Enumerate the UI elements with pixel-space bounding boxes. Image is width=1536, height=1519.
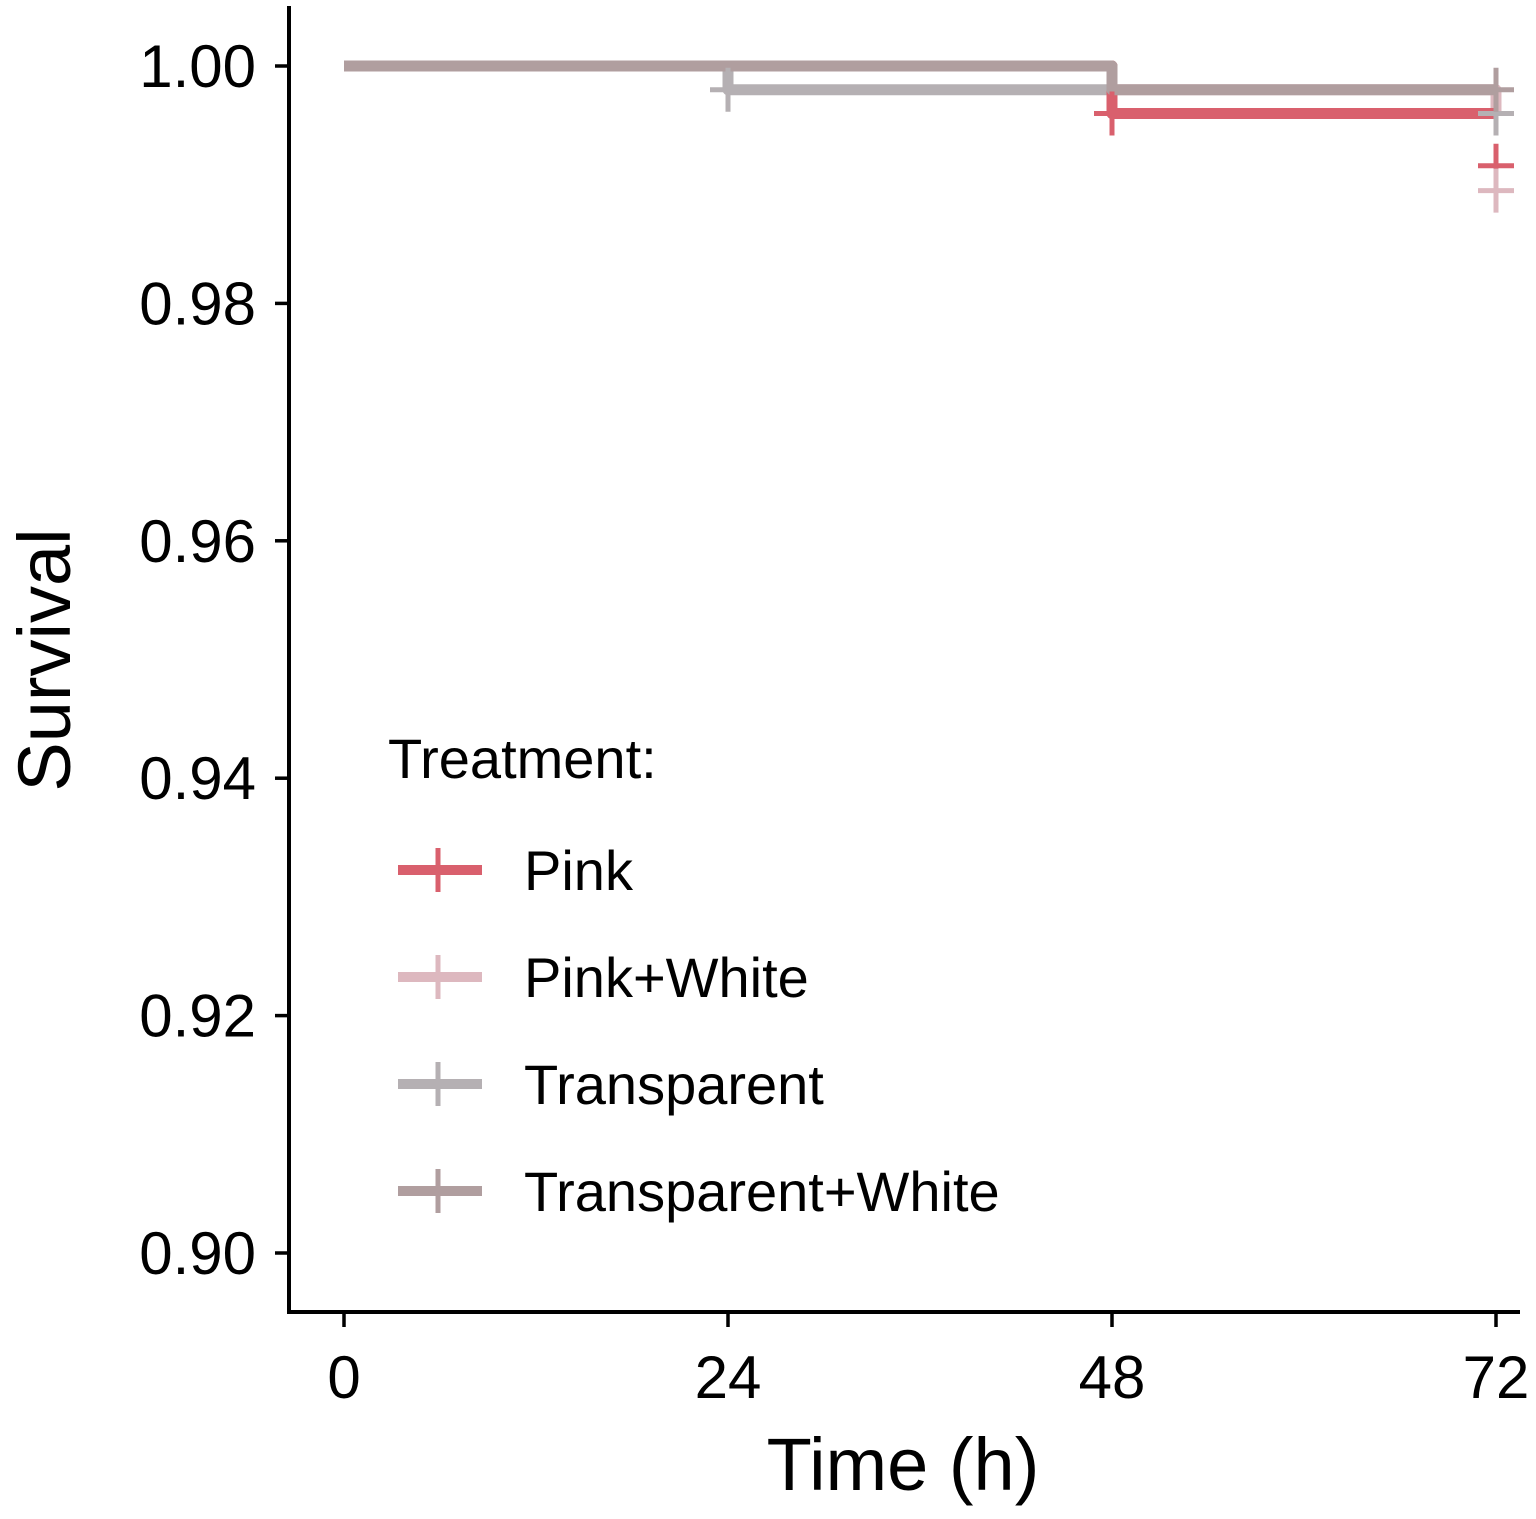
x-axis-ticks: 0 24 48 72 (327, 1312, 1529, 1411)
series-layer (344, 60, 1514, 213)
legend-item-transparent: Transparent (398, 1053, 824, 1116)
legend-item-pink: Pink (398, 839, 634, 902)
y-tick-label: 0.98 (139, 270, 256, 337)
y-tick-label: 0.96 (139, 508, 256, 575)
legend-label: Pink+White (524, 946, 809, 1009)
legend-item-pink-plus-white: Pink+White (398, 946, 809, 1009)
y-tick-label: 0.92 (139, 983, 256, 1050)
legend-label: Transparent (524, 1053, 824, 1116)
legend-label: Pink (524, 839, 634, 902)
x-tick-label: 24 (695, 1344, 762, 1411)
y-axis-title: Survival (3, 528, 86, 791)
x-tick-label: 48 (1079, 1344, 1146, 1411)
x-tick-label: 72 (1463, 1344, 1530, 1411)
legend-items: Pink Pink+White Transparent Transparent+Whi… (398, 839, 1000, 1223)
y-axis-ticks: 0.90 0.92 0.94 0.96 0.98 1.00 (139, 33, 289, 1287)
series-line-transparent-plus-white (344, 60, 1496, 96)
y-tick-label: 0.94 (139, 745, 256, 812)
legend-label: Transparent+White (524, 1160, 1000, 1223)
y-tick-label: 1.00 (139, 33, 256, 100)
y-tick-label: 0.90 (139, 1220, 256, 1287)
legend-item-transparent-plus-white: Transparent+White (398, 1160, 1000, 1223)
x-axis-title: Time (h) (767, 1423, 1040, 1506)
legend: Treatment: Pink Pink+White Transparent Tran… (388, 727, 1000, 1223)
legend-title: Treatment: (388, 727, 657, 790)
x-tick-label: 0 (327, 1344, 360, 1411)
